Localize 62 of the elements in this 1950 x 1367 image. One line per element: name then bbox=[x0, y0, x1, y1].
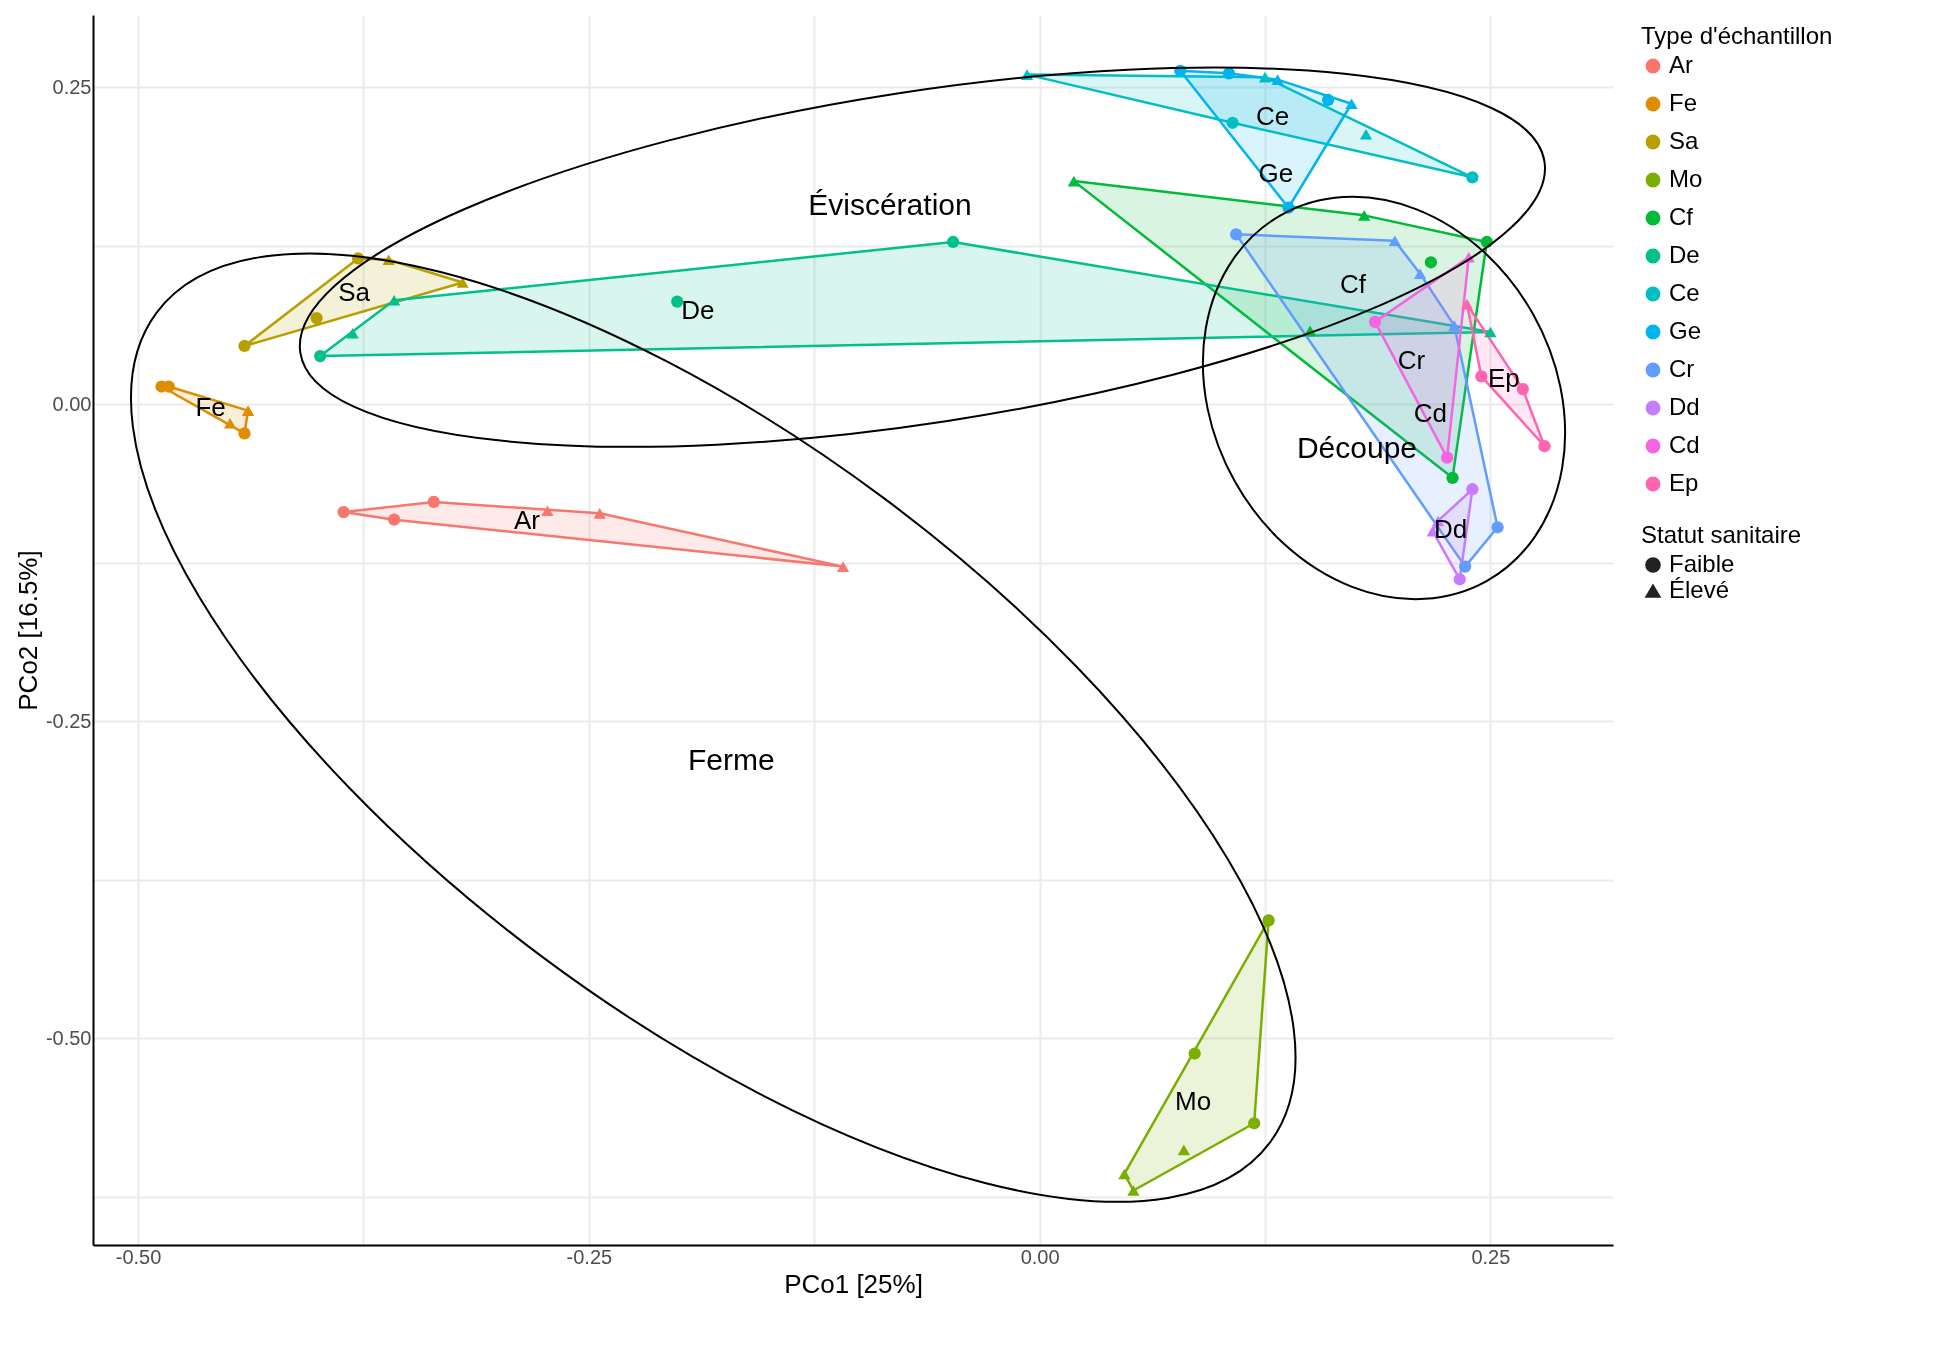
x-tick-label: -0.50 bbox=[115, 1245, 162, 1268]
annotation: Ferme bbox=[687, 742, 775, 776]
legend-label: Fe bbox=[1669, 89, 1698, 116]
point bbox=[1466, 171, 1479, 184]
text: Cd bbox=[1413, 397, 1447, 428]
point bbox=[1226, 116, 1239, 129]
legend-label: Ge bbox=[1669, 317, 1702, 344]
text: Dd bbox=[1434, 514, 1468, 545]
x-axis-title: PCo1 [25%] bbox=[784, 1268, 923, 1299]
y-tick-label: -0.25 bbox=[45, 709, 92, 732]
text: Ge bbox=[1258, 157, 1294, 188]
point bbox=[1466, 483, 1479, 496]
point bbox=[1440, 451, 1454, 464]
point bbox=[238, 339, 251, 353]
annotation: Éviscération bbox=[808, 188, 972, 222]
point bbox=[1446, 471, 1459, 484]
point bbox=[337, 505, 350, 519]
point bbox=[238, 427, 251, 440]
point bbox=[1459, 560, 1472, 573]
legend-label: Ce bbox=[1669, 279, 1700, 306]
point bbox=[1538, 440, 1551, 453]
y-tick-label: 0.00 bbox=[52, 392, 92, 415]
legend-label: Mo bbox=[1669, 165, 1703, 192]
point bbox=[1067, 175, 1080, 187]
text: Faible bbox=[1669, 550, 1735, 577]
legend-label: Cf bbox=[1669, 203, 1694, 230]
y-tick-label: 0.25 bbox=[52, 75, 92, 98]
point bbox=[427, 495, 440, 509]
text: Élevé bbox=[1669, 576, 1730, 603]
point bbox=[1359, 128, 1373, 140]
legend-label: Sa bbox=[1669, 127, 1700, 154]
legend-label: Ep bbox=[1669, 469, 1699, 496]
point bbox=[1321, 93, 1335, 107]
point bbox=[223, 418, 237, 429]
point bbox=[1491, 521, 1504, 534]
point bbox=[241, 405, 255, 416]
point bbox=[1230, 228, 1243, 241]
point bbox=[1271, 74, 1284, 85]
point bbox=[836, 561, 850, 572]
x-tick-label: 0.00 bbox=[1020, 1245, 1060, 1268]
point bbox=[1453, 573, 1466, 586]
y-tick-label: -0.50 bbox=[45, 1026, 92, 1049]
point bbox=[541, 505, 554, 517]
text: Statut sanitaire bbox=[1641, 521, 1802, 548]
y-axis-title: PCo2 [16.5%] bbox=[12, 550, 43, 711]
point bbox=[1358, 210, 1371, 221]
legend-label: Ar bbox=[1669, 51, 1694, 78]
point bbox=[1345, 98, 1358, 110]
legend-title: Type d'échantillon bbox=[1641, 22, 1833, 49]
legend-label: Cd bbox=[1669, 431, 1700, 458]
text: Ce bbox=[1255, 101, 1290, 132]
point bbox=[593, 508, 606, 519]
text: Ep bbox=[1488, 362, 1520, 393]
x-tick-label: -0.25 bbox=[566, 1245, 613, 1268]
x-tick-label: 0.25 bbox=[1471, 1245, 1511, 1268]
legend-label: Dd bbox=[1669, 393, 1700, 420]
text: Ar bbox=[513, 504, 540, 535]
legend-label: De bbox=[1669, 241, 1700, 268]
point bbox=[1475, 370, 1488, 383]
point bbox=[1258, 71, 1272, 83]
point bbox=[387, 513, 401, 526]
legend-label: Cr bbox=[1669, 355, 1695, 382]
